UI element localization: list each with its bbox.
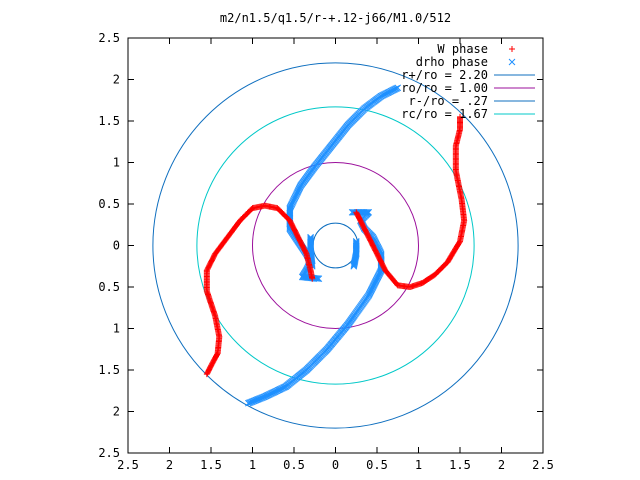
drho-phase-point	[314, 275, 322, 282]
x-tick-label: 0.5	[283, 458, 305, 472]
w-phase-point	[353, 209, 360, 216]
y-tick-label: 1	[113, 156, 120, 170]
y-tick-label: 2.5	[98, 446, 120, 460]
legend-label: W phase	[437, 42, 488, 56]
x-tick-label: 1	[415, 458, 422, 472]
radius-circle	[252, 162, 419, 329]
drho-phase-point	[315, 275, 323, 283]
x-tick-label: 2.5	[117, 458, 139, 472]
legend-marker	[508, 58, 516, 66]
y-tick-label: 2	[113, 73, 120, 87]
y-tick-label: 1.5	[98, 363, 120, 377]
y-tick-label: 2.5	[98, 31, 120, 45]
w-phase-series	[203, 113, 468, 378]
drho-phase-point	[348, 208, 356, 216]
drho-phase-point	[350, 262, 358, 270]
w-phase-point	[309, 275, 316, 282]
drho-phase-series	[244, 84, 402, 407]
radius-circle	[196, 106, 475, 385]
radius-circle	[152, 62, 519, 429]
x-tick-label: 0	[332, 458, 339, 472]
y-tick-label: 1	[113, 322, 120, 336]
x-tick-label: 0.5	[366, 458, 388, 472]
points-layer	[203, 84, 468, 407]
y-tick-label: 0	[113, 239, 120, 253]
drho-phase-point	[350, 260, 358, 268]
y-tick-label: 2	[113, 405, 120, 419]
x-tick-label: 2.5	[532, 458, 554, 472]
legend-label: r+/ro = 2.20	[401, 68, 488, 82]
y-tick-label: 0.5	[98, 197, 120, 211]
x-tick-label: 1.5	[449, 458, 471, 472]
legend-label: r-/ro = .27	[409, 94, 488, 108]
legend-label: drho phase	[416, 55, 488, 69]
x-tick-label: 2	[166, 458, 173, 472]
drho-phase-point	[350, 261, 358, 269]
legend-label: rc/ro = 1.67	[401, 107, 488, 121]
x-tick-label: 1	[249, 458, 256, 472]
y-tick-label: 1.5	[98, 114, 120, 128]
x-tick-label: 1.5	[200, 458, 222, 472]
ticks-layer: 2.5 2 1.5 1 0.5 0 0.5 1 1.5 2 2.52.521.510.500.511…	[98, 31, 554, 472]
legend-marker	[509, 46, 515, 52]
y-tick-label: 0.5	[98, 280, 120, 294]
w-phase-point	[353, 210, 360, 217]
chart-title: m2/n1.5/q1.5/r-+.12-j66/M1.0/512	[220, 11, 451, 25]
x-tick-label: 2	[498, 458, 505, 472]
legend-label: ro/ro = 1.00	[401, 81, 488, 95]
